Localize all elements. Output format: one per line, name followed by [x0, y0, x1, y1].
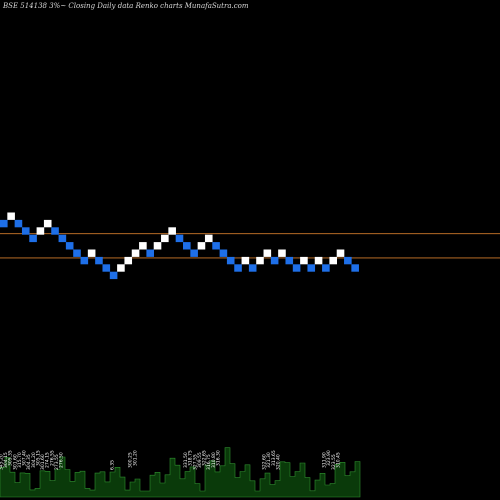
down-brick	[219, 249, 228, 257]
volume-labels: 345.20 304.15 305.35 301.60 315.70 307.40 304.…	[0, 450, 341, 470]
down-brick	[351, 264, 359, 272]
up-brick	[36, 227, 45, 235]
volume-label: 318.75	[188, 450, 194, 466]
up-brick	[329, 256, 337, 265]
down-brick	[146, 249, 154, 257]
down-brick	[212, 242, 220, 250]
down-brick	[344, 256, 352, 265]
down-brick	[190, 249, 198, 257]
volume-area-path	[0, 447, 361, 498]
down-brick	[29, 234, 37, 243]
volume-label: 307.40	[22, 450, 28, 466]
up-brick	[336, 249, 345, 257]
up-brick	[168, 227, 176, 235]
volume-label: 321.30	[266, 452, 272, 468]
down-brick	[0, 219, 8, 228]
down-brick	[234, 264, 242, 272]
down-brick	[175, 234, 184, 243]
volume-label: 323.55	[331, 454, 337, 470]
up-brick	[131, 249, 140, 257]
volume-label: 301.20	[132, 450, 138, 466]
down-brick	[226, 256, 235, 265]
volume-label: 313.65	[271, 450, 277, 466]
volume-label: 331.50	[183, 452, 189, 468]
volume-label: 304.15	[3, 452, 9, 468]
up-brick	[314, 256, 323, 265]
down-brick	[183, 242, 191, 250]
volume-label: 310.45	[335, 452, 341, 468]
up-brick	[256, 256, 264, 265]
volume-label: 276.55	[49, 450, 55, 466]
volume-label: 323.90	[326, 450, 332, 466]
volume-label: 311.90	[322, 452, 328, 468]
renko-bricks	[0, 212, 359, 280]
up-brick	[263, 249, 272, 257]
volume-label: 304.35	[26, 454, 32, 470]
down-brick	[80, 256, 89, 265]
down-brick	[292, 264, 301, 272]
volume-label: 310.80	[211, 452, 217, 468]
up-brick	[204, 234, 213, 243]
down-brick	[102, 264, 111, 272]
volume-label: 305.15	[35, 450, 41, 466]
volume-label: 320.40	[275, 454, 281, 470]
volume-label: 301.60	[40, 454, 46, 470]
down-brick	[65, 242, 74, 250]
volume-label: 6.35	[109, 460, 115, 470]
volume-label: 345.20	[0, 454, 5, 470]
down-brick	[95, 256, 103, 265]
chart-title: BSE 514138 3%~ Closing Daily data Renko …	[3, 2, 249, 10]
volume-area	[0, 447, 361, 498]
volume-label: 316.75	[206, 454, 212, 470]
up-brick	[278, 249, 286, 257]
volume-label: 322.65	[202, 450, 208, 466]
up-brick	[7, 212, 15, 220]
volume-label: 309.55	[197, 452, 203, 468]
up-brick	[161, 234, 169, 243]
down-brick	[322, 264, 330, 272]
down-brick	[270, 256, 279, 265]
up-brick	[241, 256, 250, 265]
up-brick	[139, 242, 147, 250]
volume-label: 301.60	[12, 454, 18, 470]
volume-label: 305.35	[8, 450, 14, 466]
down-brick	[73, 249, 81, 257]
down-brick	[51, 227, 59, 235]
volume-label: 322.60	[262, 454, 268, 470]
volume-label: 300.25	[128, 452, 134, 468]
down-brick	[248, 264, 257, 272]
up-brick	[300, 256, 308, 265]
down-brick	[285, 256, 294, 265]
volume-label: 276.50	[59, 452, 65, 468]
volume-label: 304.20	[31, 452, 37, 468]
volume-label: 273.55	[54, 454, 60, 470]
up-brick	[87, 249, 96, 257]
up-brick	[117, 264, 125, 272]
volume-label: 327.55	[192, 454, 198, 470]
volume-label: 274.15	[45, 452, 51, 468]
down-brick	[109, 271, 118, 280]
down-brick	[21, 227, 30, 235]
up-brick	[43, 219, 52, 228]
up-brick	[153, 242, 162, 250]
up-brick	[197, 242, 206, 250]
down-brick	[58, 234, 67, 243]
up-brick	[124, 256, 133, 265]
down-brick	[14, 219, 23, 228]
volume-label: 316.30	[215, 450, 221, 466]
volume-label: 315.70	[17, 452, 23, 468]
down-brick	[307, 264, 316, 272]
